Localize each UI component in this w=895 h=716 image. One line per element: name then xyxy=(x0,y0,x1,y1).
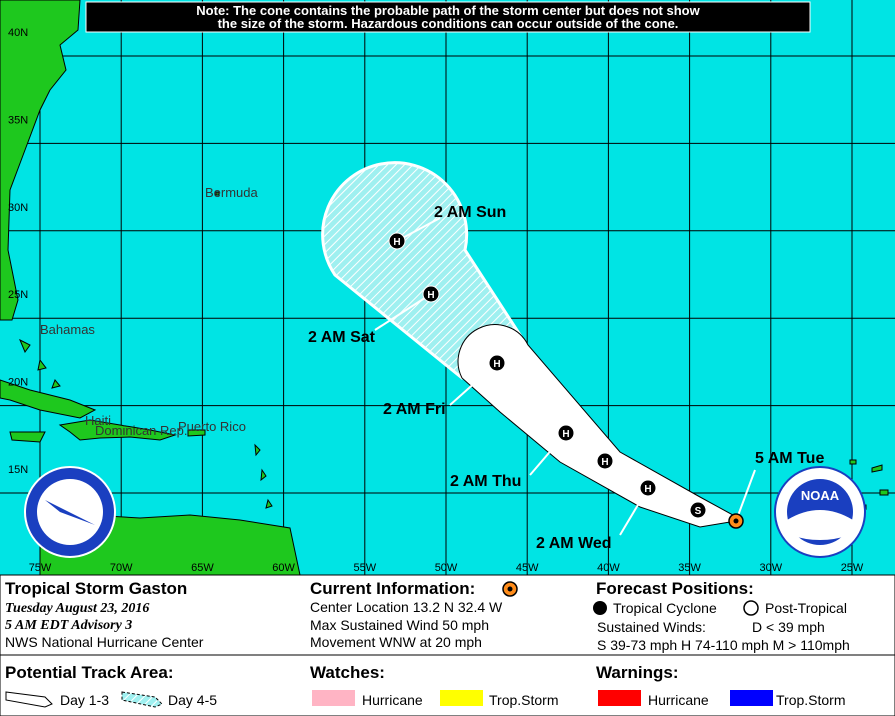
longitude-label: 35W xyxy=(678,562,701,574)
latitude-label: 25N xyxy=(8,289,28,301)
place-label: Dominican Rep. xyxy=(95,423,188,438)
latitude-label: 40N xyxy=(8,27,28,39)
day45-label: Day 4-5 xyxy=(168,692,217,708)
logo-text: NOAA xyxy=(801,488,840,503)
forecast-label: 5 AM Tue xyxy=(755,450,824,467)
storm-name: Tropical Storm Gaston xyxy=(5,579,187,598)
watch-hurricane: Hurricane xyxy=(362,692,423,708)
forecast-point xyxy=(422,285,440,303)
cone-day-4-5 xyxy=(321,161,525,380)
forecast-label: 2 AM Fri xyxy=(383,401,446,418)
note: the size of the storm. Hazardous conditi… xyxy=(218,16,679,31)
forecast-label: 2 AM Sat xyxy=(308,329,376,346)
forecast-point-label: H xyxy=(562,429,569,440)
agency: NWS National Hurricane Center xyxy=(5,634,204,650)
track-heading: Potential Track Area: xyxy=(5,663,174,682)
longitude-label: 25W xyxy=(841,562,864,574)
warning-hurricane-swatch xyxy=(598,690,641,706)
warning-storm: Trop.Storm xyxy=(776,692,846,708)
current-icon-dot xyxy=(507,586,513,592)
latitude-label: 20N xyxy=(8,377,28,389)
day13-label: Day 1-3 xyxy=(60,692,109,708)
warning-hurricane: Hurricane xyxy=(648,692,709,708)
forecast-label: 2 AM Wed xyxy=(536,535,612,552)
advisory: 5 AM EDT Advisory 3 xyxy=(5,618,132,633)
post-tropical-label: Post-Tropical xyxy=(765,600,847,616)
forecast-point xyxy=(488,354,506,372)
day13-icon xyxy=(5,691,53,708)
nws-logo xyxy=(24,466,116,558)
place-label: Bahamas xyxy=(40,322,95,337)
watches-heading: Watches: xyxy=(310,663,385,682)
forecast-label: 2 AM Thu xyxy=(450,473,521,490)
forecast-point xyxy=(639,479,657,497)
forecast-point-label: H xyxy=(493,359,500,370)
forecast-heading: Forecast Positions: xyxy=(596,579,754,598)
forecast-point-label: H xyxy=(644,484,651,495)
longitude-label: 40W xyxy=(597,562,620,574)
current-position-dot xyxy=(733,518,739,524)
center-location: Center Location 13.2 N 32.4 W xyxy=(310,599,503,615)
forecast-point xyxy=(689,501,707,519)
longitude-label: 65W xyxy=(191,562,214,574)
max-wind: Max Sustained Wind 50 mph xyxy=(310,617,489,633)
track-markers: S H H H H H H xyxy=(388,232,707,519)
latitude-label: 30N xyxy=(8,202,28,214)
warning-storm-swatch xyxy=(730,690,773,706)
date: Tuesday August 23, 2016 xyxy=(5,601,149,616)
movement: Movement WNW at 20 mph xyxy=(310,634,482,650)
winds-label: Sustained Winds: xyxy=(597,619,706,635)
current-heading: Current Information: xyxy=(310,579,475,598)
longitude-label: 50W xyxy=(435,562,458,574)
watch-storm: Trop.Storm xyxy=(489,692,559,708)
winds-d: D < 39 mph xyxy=(752,619,825,635)
forecast-point xyxy=(557,424,575,442)
cone-day-1-3 xyxy=(457,324,744,528)
note-box xyxy=(85,1,811,33)
axis-labels: 75W 70W 65W 60W 55W 50W 45W 40W 35W 30W 25W 40N 35N 3… xyxy=(8,27,864,574)
forecast-point-label: H xyxy=(427,290,434,301)
winds-scale: S 39-73 mph H 74-110 mph M > 110mph xyxy=(597,637,850,653)
forecast-point xyxy=(388,232,406,250)
tropical-label: Tropical Cyclone xyxy=(613,600,717,616)
longitude-label: 45W xyxy=(516,562,539,574)
place-label: Haiti xyxy=(85,413,111,428)
watch-storm-swatch xyxy=(440,690,483,706)
latitude-label: 15N xyxy=(8,464,28,476)
latitude-label: 35N xyxy=(8,114,28,126)
day45-icon xyxy=(121,691,163,708)
longitude-label: 60W xyxy=(272,562,295,574)
watch-hurricane-swatch xyxy=(312,690,355,706)
longitude-label: 70W xyxy=(110,562,133,574)
longitude-label: 55W xyxy=(353,562,376,574)
place-label: Bermuda xyxy=(205,185,259,200)
warnings-heading: Warnings: xyxy=(596,663,678,682)
noaa-logo: NOAA xyxy=(774,466,866,558)
longitude-label: 30W xyxy=(759,562,782,574)
tropical-icon xyxy=(593,601,607,615)
post-tropical-icon xyxy=(743,600,759,616)
forecast-point-label: H xyxy=(393,237,400,248)
longitude-label: 75W xyxy=(29,562,52,574)
note: Note: The cone contains the probable pat… xyxy=(196,3,700,18)
forecast-point-label: H xyxy=(601,457,608,468)
forecast-point xyxy=(596,452,614,470)
forecast-point-label: S xyxy=(695,506,702,517)
place-label: Puerto Rico xyxy=(178,419,246,434)
forecast-label: 2 AM Sun xyxy=(434,204,506,221)
